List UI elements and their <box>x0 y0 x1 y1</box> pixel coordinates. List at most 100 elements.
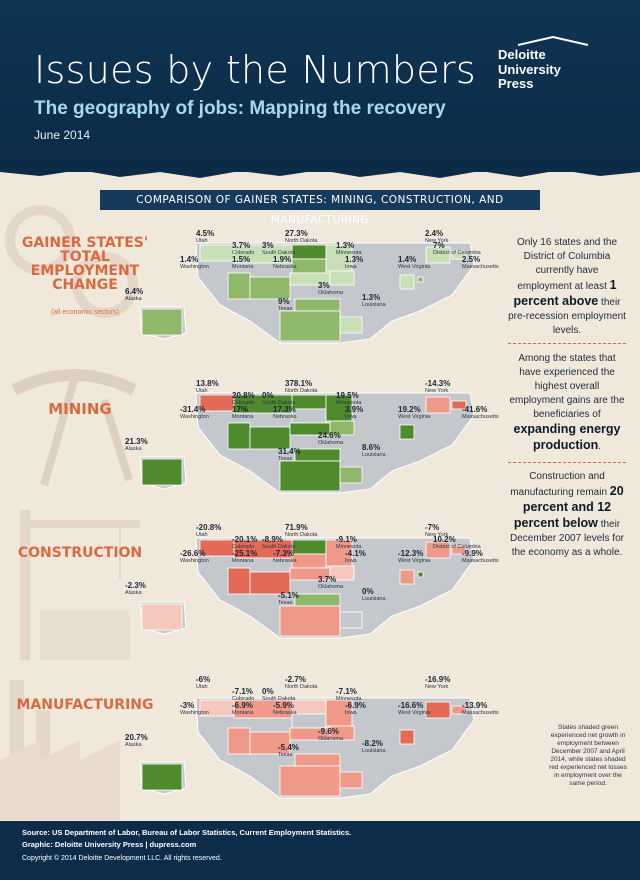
state-name: Oklahoma <box>318 736 344 742</box>
state-value: 2.5% <box>462 255 481 264</box>
state-texas <box>279 310 341 342</box>
state-district-of-columbia <box>417 276 424 283</box>
state-minnesota <box>325 539 353 567</box>
state-name: South Dakota <box>262 250 296 256</box>
state-label: -6% Utah <box>196 676 210 691</box>
side-text-3: Construction and manufacturing remain 20… <box>508 470 626 560</box>
state-massachusetts <box>451 545 467 555</box>
state-utah <box>227 567 251 595</box>
gear-icon <box>5 205 138 318</box>
state-montana <box>233 699 293 719</box>
state-value: -9.6% <box>318 727 339 736</box>
map-mining <box>139 392 475 494</box>
state-label: 20.8% Colorado <box>232 392 255 407</box>
state-name: New York <box>425 238 449 244</box>
state-south-dakota <box>291 713 327 729</box>
state-value: 8.6% <box>362 443 381 452</box>
state-label: 1.9% Nebraska <box>273 256 297 271</box>
state-name: Minnesota <box>336 400 362 406</box>
state-label: 1.3% Iowa <box>345 256 363 271</box>
state-value: -13.9% <box>462 701 488 710</box>
state-label: -16.6% West Virginia <box>398 702 430 717</box>
state-label: -7.1% Colorado <box>232 688 254 703</box>
state-name: New York <box>425 532 449 538</box>
side-text-3-bold: 20 percent and 12 percent below <box>513 484 624 530</box>
state-name: Utah <box>196 238 208 244</box>
state-name: Washington <box>180 710 209 716</box>
state-name: Massachusetts <box>462 264 499 270</box>
state-district-of-columbia <box>417 571 424 578</box>
state-massachusetts <box>451 400 467 410</box>
state-alaska <box>141 308 183 336</box>
state-value: -2.3% <box>125 581 146 590</box>
state-value: 13.8% <box>196 379 219 388</box>
deloitte-logo[interactable]: Deloitte University Press <box>498 36 613 94</box>
state-name: North Dakota <box>285 238 318 244</box>
state-value: -9.9% <box>462 549 483 558</box>
state-montana <box>233 394 293 414</box>
section-sub-total: (all economic sectors) <box>50 309 120 316</box>
footer: Source: US Department of Labor, Bureau o… <box>0 821 640 880</box>
state-label: 0% Louisiana <box>362 588 386 603</box>
state-label: -2.7% North Dakota <box>285 676 317 691</box>
state-name: Oklahoma <box>318 584 344 590</box>
state-label: 21.3% Alaska <box>125 438 148 453</box>
state-value: 3.9% <box>345 405 364 414</box>
state-west-virginia <box>399 274 415 290</box>
state-value: -41.6% <box>462 405 488 414</box>
state-label: -9.1% Minnesota <box>336 536 361 551</box>
state-texas <box>279 460 341 492</box>
state-value: -14.3% <box>425 379 451 388</box>
state-label: 2.5% Massachusetts <box>462 256 499 271</box>
section-label-total-line-1: Gainer States' <box>21 235 149 251</box>
state-value: -7% <box>425 523 440 532</box>
state-name: Alaska <box>125 296 142 302</box>
state-name: Minnesota <box>336 250 362 256</box>
state-label: 2.4% New York <box>425 230 448 245</box>
state-label: 3% South Dakota <box>262 242 295 257</box>
state-name: West Virginia <box>398 558 431 564</box>
state-label: 17% Montana <box>232 406 253 421</box>
page-title: Issues by the Numbers <box>34 48 477 92</box>
state-name: Washington <box>180 414 209 420</box>
section-label-total-line-3: Employment <box>30 263 140 279</box>
state-value: 20.8% <box>232 391 255 400</box>
state-value: -2.7% <box>285 675 306 684</box>
legend-note: States shaded green experienced net grow… <box>549 724 627 787</box>
state-name: Alaska <box>125 742 142 748</box>
state-name: Nebraska <box>273 414 297 420</box>
state-colorado <box>249 426 291 450</box>
state-name: Iowa <box>345 264 357 270</box>
comparison-title-bar: Comparison of gainer states: Mining, Con… <box>100 190 540 226</box>
state-name: Alaska <box>125 446 142 452</box>
state-label: 19.2% West Virginia <box>398 406 430 421</box>
state-value: -16.6% <box>398 701 424 710</box>
side-text-3-pre: Construction and manufacturing remain <box>510 471 608 498</box>
state-label: -3% Washington <box>180 702 209 717</box>
state-value: 3.7% <box>318 575 337 584</box>
state-value: -5.9% <box>273 701 294 710</box>
state-name: District of Columbia <box>433 544 481 550</box>
torn-edge-divider <box>0 160 640 178</box>
state-new-york <box>425 246 451 264</box>
state-value: 7% <box>433 241 445 250</box>
state-label: 9% Texas <box>278 298 292 313</box>
logo-line-1: Deloitte <box>498 47 546 62</box>
state-label: -6.9% Iowa <box>345 702 366 717</box>
state-minnesota <box>325 244 353 272</box>
state-label: -6.9% Montana <box>232 702 253 717</box>
state-name: South Dakota <box>262 696 296 702</box>
state-colorado <box>249 731 291 755</box>
state-label: 3.7% Colorado <box>232 242 254 257</box>
state-massachusetts <box>451 705 467 715</box>
state-name: Massachusetts <box>462 558 499 564</box>
state-label: 3.7% Oklahoma <box>318 576 343 591</box>
pickaxe-icon <box>11 369 137 487</box>
state-oklahoma <box>294 448 341 462</box>
state-massachusetts <box>451 250 467 260</box>
logo-line-2: University <box>498 62 561 77</box>
state-name: North Dakota <box>285 684 318 690</box>
state-value: 1.3% <box>336 241 355 250</box>
state-label: 20.7% Alaska <box>125 734 148 749</box>
state-name: New York <box>425 684 449 690</box>
